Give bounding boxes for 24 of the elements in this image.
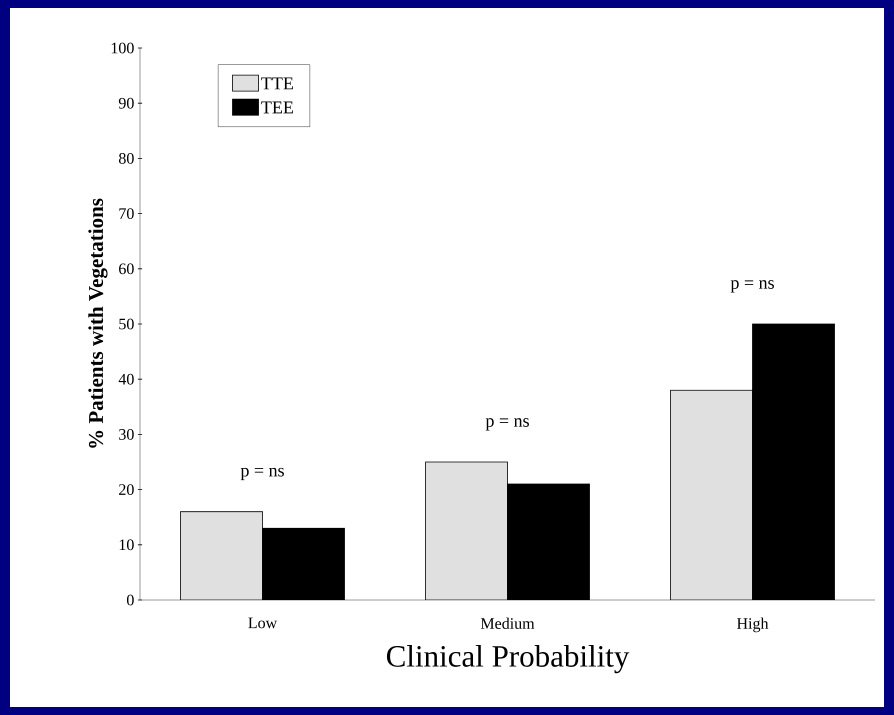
y-axis-title: % Patients with Vegetations: [88, 198, 108, 448]
y-tick-label: 50: [119, 318, 134, 330]
legend-label: TEE: [261, 102, 293, 114]
y-tick-label: 20: [119, 484, 134, 495]
x-tick-label: Medium: [480, 618, 534, 629]
y-tick-label: 10: [120, 539, 134, 550]
y-tick-label: 70: [119, 208, 134, 219]
bar: [670, 390, 753, 600]
y-tick-label: 30: [119, 429, 134, 440]
y-tick-label: 40: [118, 374, 134, 385]
y-tick-label: 60: [119, 263, 134, 274]
y-tick-label: 100: [112, 42, 134, 54]
y-tick-label: 90: [118, 98, 134, 109]
y-tick-label: 80: [118, 152, 134, 164]
x-tick-label: Low: [248, 618, 278, 628]
legend-label: TTE: [261, 78, 293, 90]
annotation: p = ns: [240, 468, 284, 480]
annotation: p = ns: [486, 418, 529, 430]
x-axis-title: Clinical Probability: [386, 645, 630, 674]
bar: [425, 462, 508, 600]
x-tick-label: High: [736, 618, 768, 632]
bar: [180, 511, 263, 600]
y-tick-label: 0: [126, 594, 134, 606]
annotation: p = ns: [730, 280, 774, 292]
